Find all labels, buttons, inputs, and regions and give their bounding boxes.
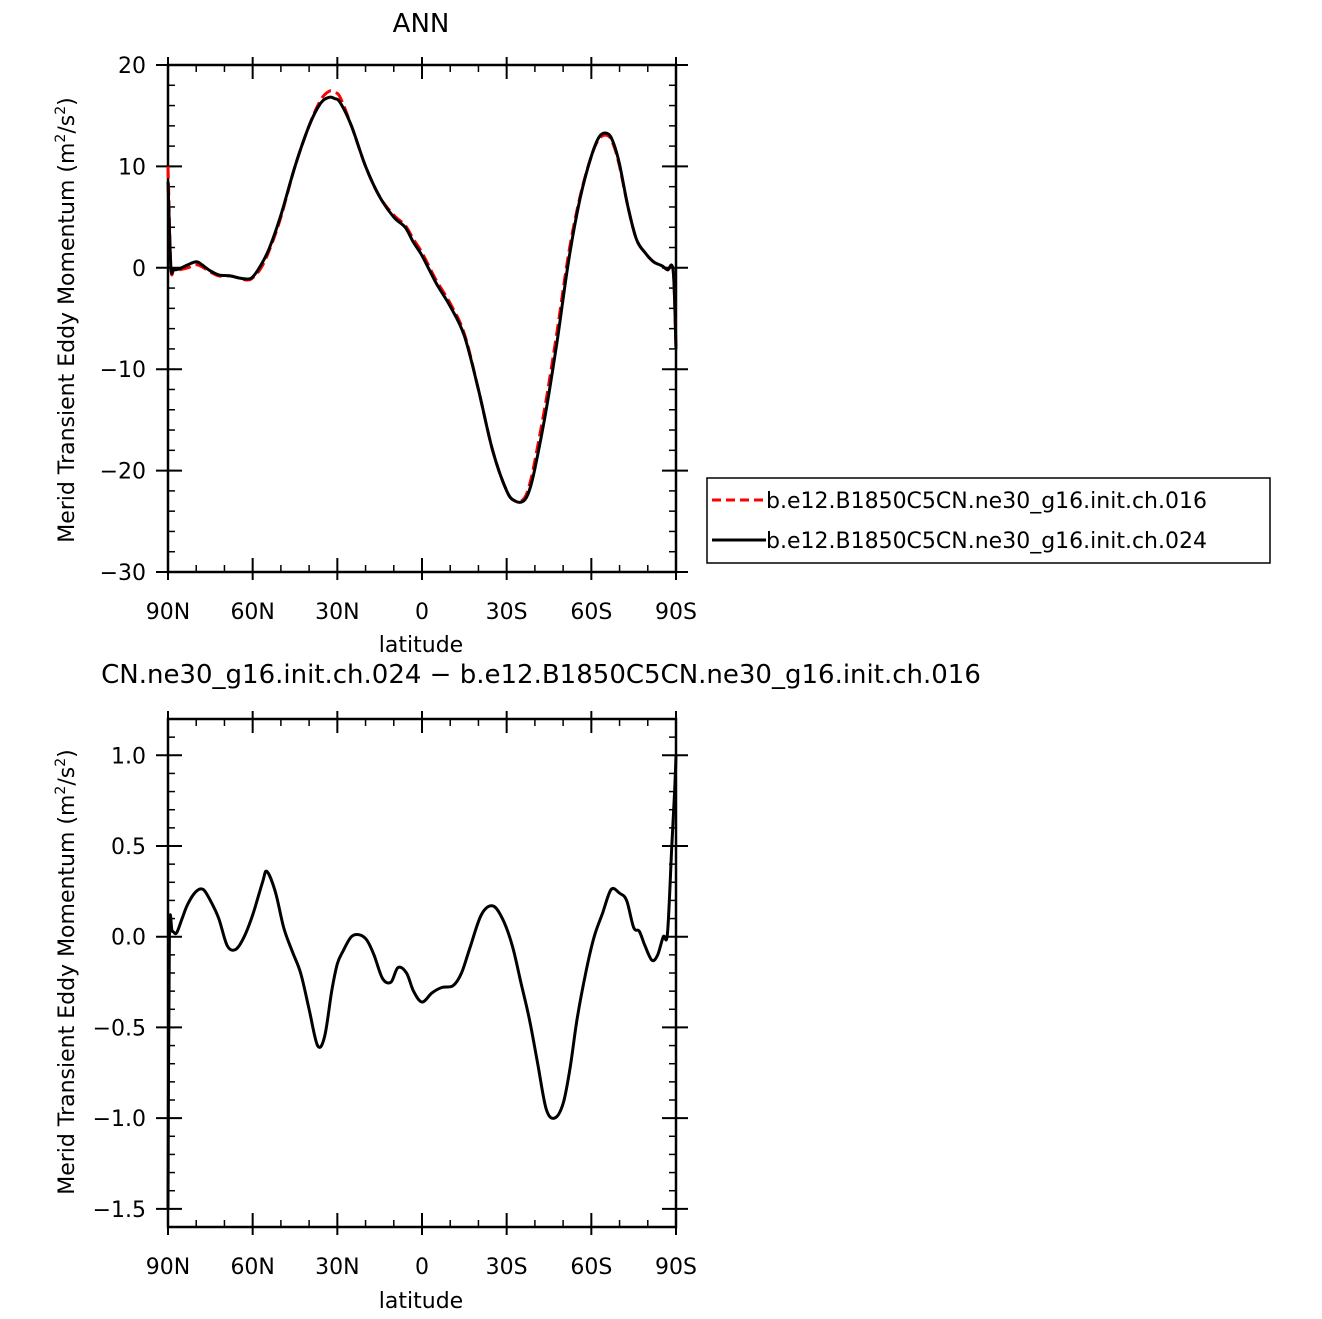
top-x-axis-label: latitude — [379, 633, 463, 658]
legend: b.e12.B1850C5CN.ne30_g16.init.ch.016 b.e… — [706, 477, 1271, 564]
top-chart-title: ANN — [393, 9, 450, 39]
top-x-tick-label: 0 — [415, 600, 429, 625]
bottom-plot-frame — [166, 717, 678, 1229]
top-y-label-unit: /s — [55, 115, 80, 134]
top-y-label-sup1: 2 — [53, 134, 69, 143]
bottom-x-tick-label: 30N — [315, 1255, 359, 1280]
bottom-x-tick-label: 60N — [230, 1255, 274, 1280]
bottom-y-label-unit: /s — [55, 767, 80, 786]
top-x-tick-label: 60S — [570, 600, 612, 625]
top-y-tick-label: 10 — [118, 155, 146, 180]
top-y-label-close: ) — [55, 97, 80, 106]
bottom-y-tick-label: −0.5 — [93, 1016, 146, 1041]
top-x-tick-label: 90N — [146, 600, 190, 625]
top-y-tick-label: −10 — [100, 358, 146, 383]
top-x-tick-label: 60N — [230, 600, 274, 625]
top-y-tick-label: −30 — [100, 561, 146, 586]
top-axes: 90N 60N 30N 0 30S 60S 90S −30 −20 −10 0 10 20 — [100, 54, 697, 625]
bottom-series-line-0 — [166, 755, 678, 1209]
bottom-y-label-close: ) — [55, 749, 80, 758]
top-y-tick-label: −20 — [100, 460, 146, 485]
bottom-x-tick-label: 0 — [415, 1255, 429, 1280]
bottom-y-tick-label: −1.5 — [93, 1198, 146, 1223]
bottom-y-tick-label: 0.0 — [111, 926, 146, 951]
bottom-chart-title: CN.ne30_g16.init.ch.024 − b.e12.B1850C5C… — [101, 660, 981, 690]
legend-label-016: b.e12.B1850C5CN.ne30_g16.init.ch.016 — [766, 489, 1207, 514]
top-y-label-main: Merid Transient Eddy Momentum (m — [55, 143, 80, 543]
bottom-x-tick-label: 90N — [146, 1255, 190, 1280]
bottom-y-tick-label: 0.5 — [111, 835, 146, 860]
bottom-x-tick-label: 60S — [570, 1255, 612, 1280]
bottom-panel: CN.ne30_g16.init.ch.024 − b.e12.B1850C5C… — [53, 660, 981, 1314]
top-x-tick-label: 90S — [655, 600, 697, 625]
top-y-tick-label: 0 — [132, 257, 146, 282]
bottom-y-label-sup1: 2 — [53, 786, 69, 795]
top-y-axis-label: Merid Transient Eddy Momentum (m2/s2) — [53, 97, 80, 543]
top-y-label-sup2: 2 — [53, 106, 69, 115]
legend-box — [706, 477, 1271, 564]
bottom-y-tick-label: 1.0 — [111, 744, 146, 769]
top-panel: ANN 90N 60N 30N 0 30S 60S 90S −30 −20 −10 0 10 20 la… — [53, 9, 1271, 658]
top-x-tick-label: 30S — [486, 600, 528, 625]
bottom-x-axis-label: latitude — [379, 1289, 463, 1314]
bottom-series-lines — [166, 755, 678, 1209]
bottom-x-tick-label: 30S — [486, 1255, 528, 1280]
bottom-y-label-main: Merid Transient Eddy Momentum (m — [55, 795, 80, 1195]
bottom-x-tick-label: 90S — [655, 1255, 697, 1280]
top-series-line-0 — [166, 89, 678, 504]
bottom-y-label-sup2: 2 — [53, 758, 69, 767]
top-y-tick-label: 20 — [118, 54, 146, 79]
top-plot-frame — [166, 63, 678, 574]
top-series-lines — [166, 89, 678, 504]
legend-label-024: b.e12.B1850C5CN.ne30_g16.init.ch.024 — [766, 529, 1207, 554]
bottom-y-tick-label: −1.0 — [93, 1107, 146, 1132]
bottom-axes: 90N 60N 30N 0 30S 60S 90S −1.5 −1.0 −0.5 0.0 0.5 1.0 — [93, 711, 697, 1280]
bottom-y-axis-label: Merid Transient Eddy Momentum (m2/s2) — [53, 749, 80, 1195]
top-series-line-1 — [166, 95, 678, 504]
top-x-tick-label: 30N — [315, 600, 359, 625]
